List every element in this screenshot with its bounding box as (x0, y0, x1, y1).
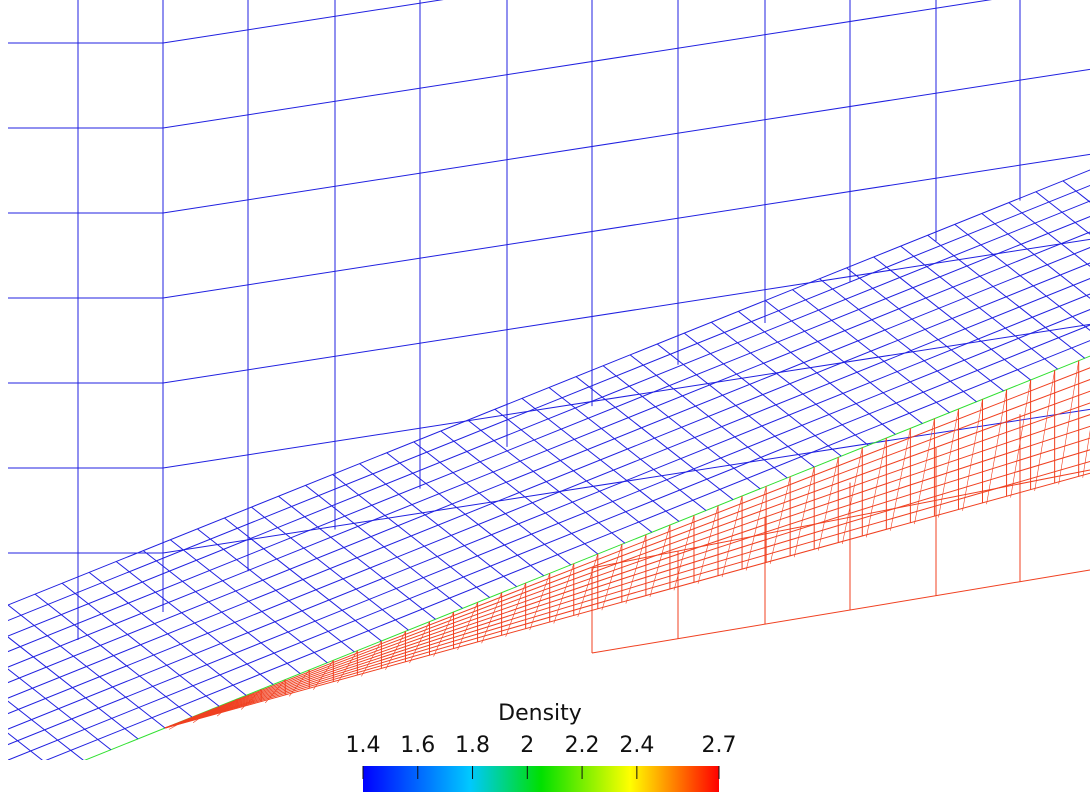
mesh-edge (711, 322, 868, 445)
tick-label: 1.8 (455, 733, 490, 758)
mesh-edge (414, 442, 571, 565)
legend-title: Density (498, 701, 582, 726)
mesh-edge (495, 409, 652, 532)
mesh-edge (441, 431, 598, 554)
mesh-edge (674, 515, 694, 590)
tick-label: 2 (520, 733, 534, 758)
mesh-edge (170, 540, 327, 663)
mesh-edge (163, 239, 1090, 383)
mesh-edge (468, 420, 625, 543)
mesh-edge (592, 470, 1090, 568)
mesh-edge (890, 428, 910, 530)
mesh-edge (165, 375, 1090, 728)
mesh-edge (792, 290, 949, 413)
mesh-edge (576, 377, 733, 500)
mesh-edge (765, 301, 922, 424)
mesh-edge (8, 605, 165, 728)
mesh-edge (928, 235, 1085, 358)
mesh-edge (163, 0, 1090, 43)
mesh-edge (1036, 192, 1090, 315)
mesh-edge (684, 333, 841, 456)
mesh-edge (333, 475, 490, 598)
tick-label: 2.7 (702, 733, 737, 758)
render-view: Density 1.4 1.6 1.8 2 2.2 2.4 2.7 (0, 0, 1090, 795)
mesh-edge (592, 570, 1090, 653)
mesh-edge (603, 366, 760, 489)
mesh-edge (163, 0, 1090, 128)
mesh-edge (197, 529, 354, 652)
mesh-edge (657, 344, 814, 467)
mesh-edge (89, 572, 246, 695)
mesh-edge (169, 718, 189, 729)
color-bar (363, 766, 719, 792)
tick-label: 1.6 (400, 733, 435, 758)
mesh-edge (0, 627, 111, 750)
mesh-edge (143, 551, 300, 674)
mesh-edge (0, 659, 30, 782)
tick-label: 1.4 (346, 733, 381, 758)
mesh-edge (0, 670, 3, 793)
mesh-edge (116, 562, 273, 685)
mesh-edge (251, 507, 408, 630)
mesh-edge (224, 518, 381, 641)
mesh-edge (901, 246, 1058, 369)
mesh-edge (163, 409, 1090, 553)
mesh-edge (35, 594, 192, 717)
mesh-edge (522, 398, 679, 521)
mesh-edge (738, 311, 895, 434)
mesh-edge (820, 279, 977, 402)
mesh-edge (360, 464, 517, 587)
mesh-edge (62, 583, 219, 706)
color-legend: Density 1.4 1.6 1.8 2 2.2 2.4 2.7 (346, 701, 737, 792)
mesh-edge (165, 348, 1090, 728)
mesh (0, 0, 1090, 795)
mesh-edge (306, 485, 463, 608)
tick-label: 2.2 (565, 733, 600, 758)
mesh-edge (0, 638, 84, 761)
mesh-edge (163, 69, 1090, 213)
mesh-edge (847, 268, 1004, 391)
tick-label: 2.4 (619, 733, 654, 758)
mesh-edge (630, 355, 787, 478)
mesh-edge (549, 388, 706, 511)
mesh-edge (874, 257, 1031, 380)
mesh-edge (866, 438, 886, 537)
